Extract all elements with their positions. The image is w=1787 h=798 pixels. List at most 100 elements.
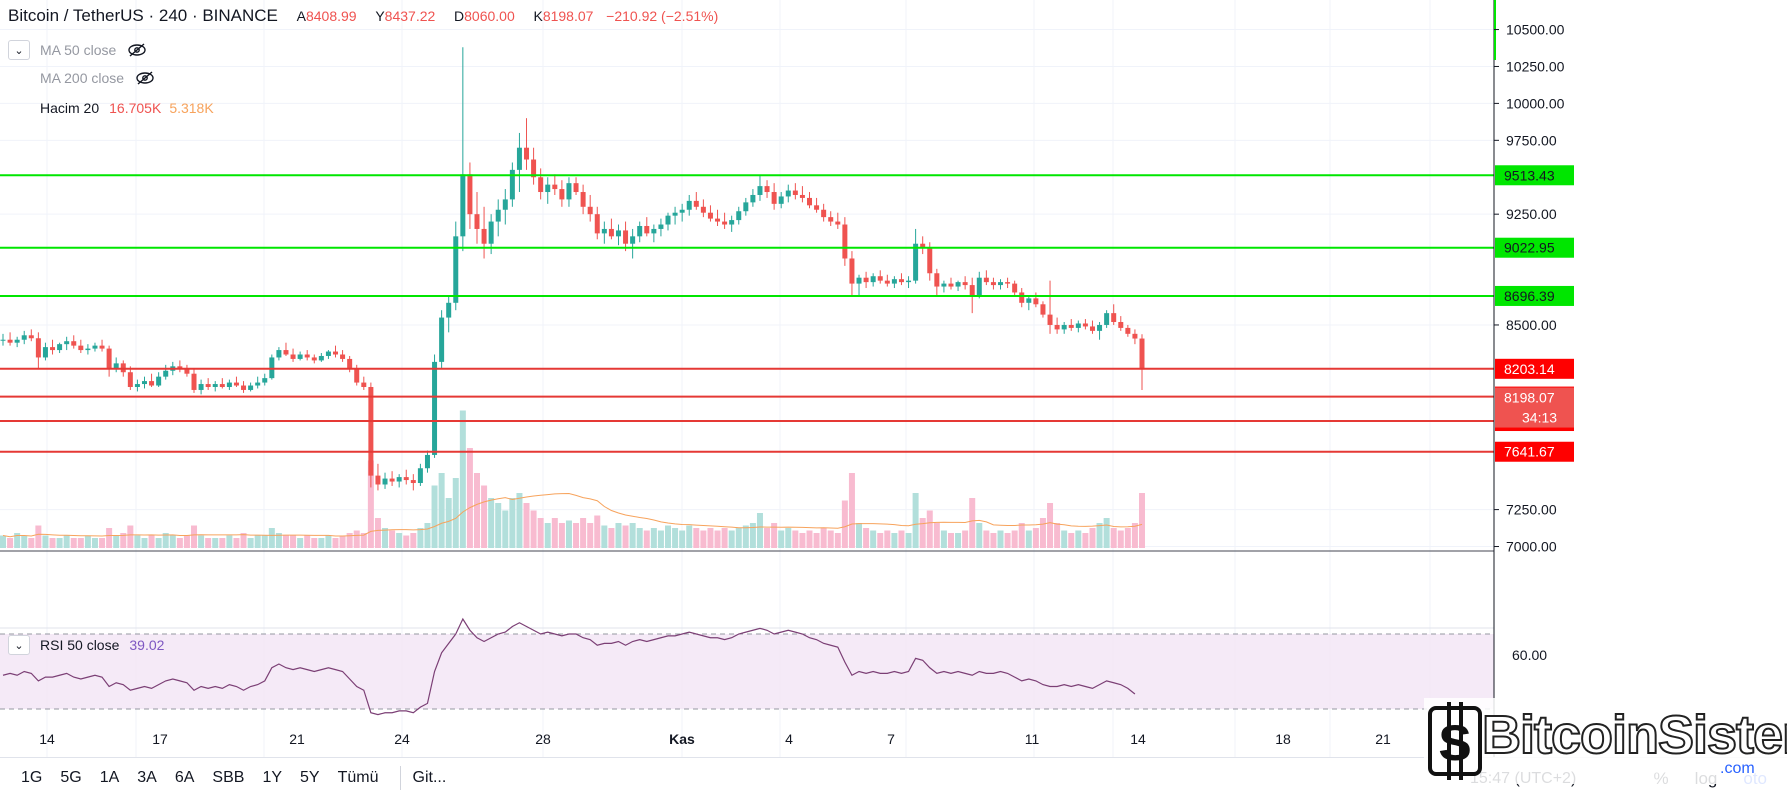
candle-body bbox=[630, 236, 636, 244]
volume-bar bbox=[134, 535, 141, 548]
candle-body bbox=[439, 317, 445, 362]
volume-bar bbox=[282, 535, 289, 548]
timeframe-button-2[interactable]: 1A bbox=[99, 769, 120, 786]
volume-bar bbox=[756, 513, 763, 548]
candle-body bbox=[50, 347, 56, 351]
candle-body bbox=[955, 282, 961, 287]
candle-body bbox=[806, 197, 812, 206]
time-tick-label: 11 bbox=[1025, 731, 1040, 747]
candle-body bbox=[163, 370, 169, 377]
timeframe-button-7[interactable]: 5Y bbox=[300, 769, 320, 786]
green-level-label-bg bbox=[1495, 285, 1574, 306]
volume-bar bbox=[573, 523, 580, 548]
timeframe-button-8[interactable]: Tümü bbox=[337, 769, 379, 786]
volume-bar bbox=[580, 518, 587, 548]
ma200-row[interactable]: MA 200 close bbox=[40, 70, 156, 86]
volume-bar bbox=[403, 535, 410, 548]
volume-bar bbox=[7, 538, 14, 548]
candle-body bbox=[934, 273, 940, 287]
time-tick-label: 14 bbox=[39, 731, 55, 747]
volume-bar bbox=[926, 510, 933, 548]
candle-body bbox=[870, 276, 876, 283]
timeframe-button-4[interactable]: 6A bbox=[174, 769, 195, 786]
volume-bar bbox=[884, 530, 891, 548]
volume-bar bbox=[127, 525, 134, 548]
volume-bar bbox=[1110, 528, 1117, 548]
candle-body bbox=[771, 192, 777, 204]
candle-body bbox=[906, 280, 912, 283]
volume-bar bbox=[91, 538, 98, 548]
candle-body bbox=[354, 369, 360, 383]
candle-body bbox=[538, 177, 544, 193]
volume-label[interactable]: Hacim 20 bbox=[40, 100, 100, 116]
candle-body bbox=[877, 276, 883, 281]
volume-bar bbox=[417, 528, 424, 548]
volume-bar bbox=[488, 498, 495, 548]
ma50-label[interactable]: MA 50 close bbox=[40, 42, 117, 58]
timeframe-button-5[interactable]: SBB bbox=[212, 769, 245, 786]
candle-body bbox=[304, 354, 310, 358]
candle-body bbox=[1005, 282, 1011, 284]
candle-body bbox=[927, 248, 933, 274]
candle-body bbox=[0, 339, 6, 341]
volume-bar bbox=[1131, 523, 1138, 548]
symbol-title[interactable]: Bitcoin / TetherUS · 240 · BINANCE bbox=[8, 6, 278, 25]
volume-bar bbox=[523, 503, 530, 548]
ma50-row[interactable]: ⌄ MA 50 close bbox=[8, 40, 148, 60]
candle-body bbox=[559, 189, 565, 200]
close-label: K bbox=[533, 8, 543, 24]
collapse-rsi-button[interactable]: ⌄ bbox=[8, 635, 30, 655]
goto-date-button[interactable]: Git... bbox=[412, 769, 447, 786]
candle-body bbox=[722, 221, 728, 225]
candle-body bbox=[198, 384, 204, 390]
volume-bar bbox=[205, 538, 212, 548]
candle-body bbox=[651, 228, 657, 234]
price-tick-label: 8500.00 bbox=[1506, 317, 1557, 333]
candle-body bbox=[297, 354, 303, 359]
volume-bar bbox=[339, 535, 346, 548]
volume-bar bbox=[905, 533, 912, 548]
ma200-label[interactable]: MA 200 close bbox=[40, 70, 125, 86]
volume-bar bbox=[665, 525, 672, 548]
timeframe-button-6[interactable]: 1Y bbox=[262, 769, 283, 786]
timeframe-button-1[interactable]: 5G bbox=[60, 769, 82, 786]
candle-body bbox=[460, 174, 466, 237]
volume-bar bbox=[318, 538, 325, 548]
candle-body bbox=[1111, 313, 1117, 323]
chart-canvas[interactable]: 10500.00 10250.00 10000.00 9750.00 9250.00 85… bbox=[0, 0, 1787, 757]
volume-bar bbox=[700, 530, 707, 548]
hidden-eye-icon[interactable] bbox=[126, 43, 148, 57]
candle-body bbox=[814, 205, 820, 210]
candle-body bbox=[191, 373, 197, 390]
volume-ma-line bbox=[2, 492, 1143, 538]
price-tick-label: 7250.00 bbox=[1506, 502, 1557, 518]
volume-bar bbox=[0, 535, 6, 548]
time-tick-label: 4 bbox=[785, 731, 793, 747]
volume-row[interactable]: Hacim 20 16.705K 5.318K bbox=[40, 100, 214, 116]
last-price-bg bbox=[1495, 387, 1574, 428]
candle-body bbox=[509, 169, 515, 200]
timeframe-button-3[interactable]: 3A bbox=[137, 769, 157, 786]
candle-body bbox=[375, 475, 381, 485]
collapse-indicators-button[interactable]: ⌄ bbox=[8, 40, 30, 60]
volume-bar bbox=[863, 528, 870, 548]
candle-body bbox=[269, 357, 275, 379]
volume-ma-value: 5.318K bbox=[169, 100, 214, 116]
price-tick-label: 9250.00 bbox=[1506, 206, 1557, 222]
candle-body bbox=[262, 378, 268, 383]
candle-body bbox=[424, 454, 430, 469]
toolbar-divider bbox=[399, 766, 401, 790]
candle-body bbox=[849, 258, 855, 284]
volume-bar bbox=[856, 523, 863, 548]
volume-bar bbox=[955, 533, 962, 548]
hidden-eye-icon[interactable] bbox=[134, 71, 156, 85]
candle-body bbox=[7, 339, 13, 343]
timeframe-button-0[interactable]: 1G bbox=[21, 769, 43, 786]
open-label: A bbox=[296, 8, 306, 24]
candle-body bbox=[976, 277, 982, 296]
rsi-label[interactable]: RSI 50 close bbox=[40, 637, 120, 653]
volume-bar bbox=[268, 528, 275, 548]
candle-body bbox=[644, 225, 650, 234]
candle-body bbox=[1082, 323, 1088, 327]
rsi-row[interactable]: ⌄ RSI 50 close 39.02 bbox=[8, 635, 164, 655]
